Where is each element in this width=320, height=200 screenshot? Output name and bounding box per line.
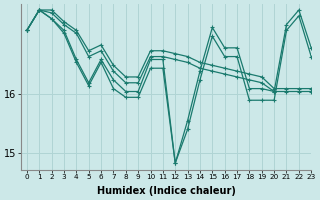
X-axis label: Humidex (Indice chaleur): Humidex (Indice chaleur) <box>97 186 236 196</box>
